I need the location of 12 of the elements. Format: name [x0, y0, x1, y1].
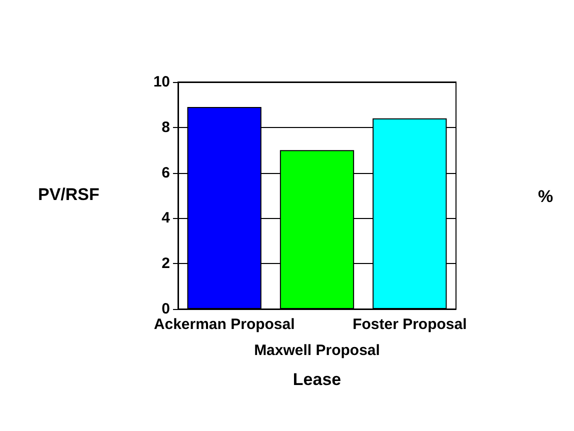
- y-tick-label: 2: [162, 255, 170, 272]
- y-tick-label: 8: [162, 118, 170, 136]
- y-tick-label: 10: [153, 74, 170, 90]
- y-tick-label: 4: [162, 210, 171, 227]
- x-tick-label: Maxwell Proposal: [254, 342, 380, 359]
- x-tick-label: Foster Proposal: [352, 316, 467, 333]
- x-tick-label: Ackerman Proposal: [154, 316, 295, 333]
- y-tick-label: 0: [162, 300, 170, 318]
- y2-axis-title: %: [538, 187, 554, 206]
- y-axis-title: PV/RSF: [38, 185, 100, 204]
- y-tick-label: 6: [162, 164, 170, 182]
- x-axis-title: Lease: [292, 370, 342, 389]
